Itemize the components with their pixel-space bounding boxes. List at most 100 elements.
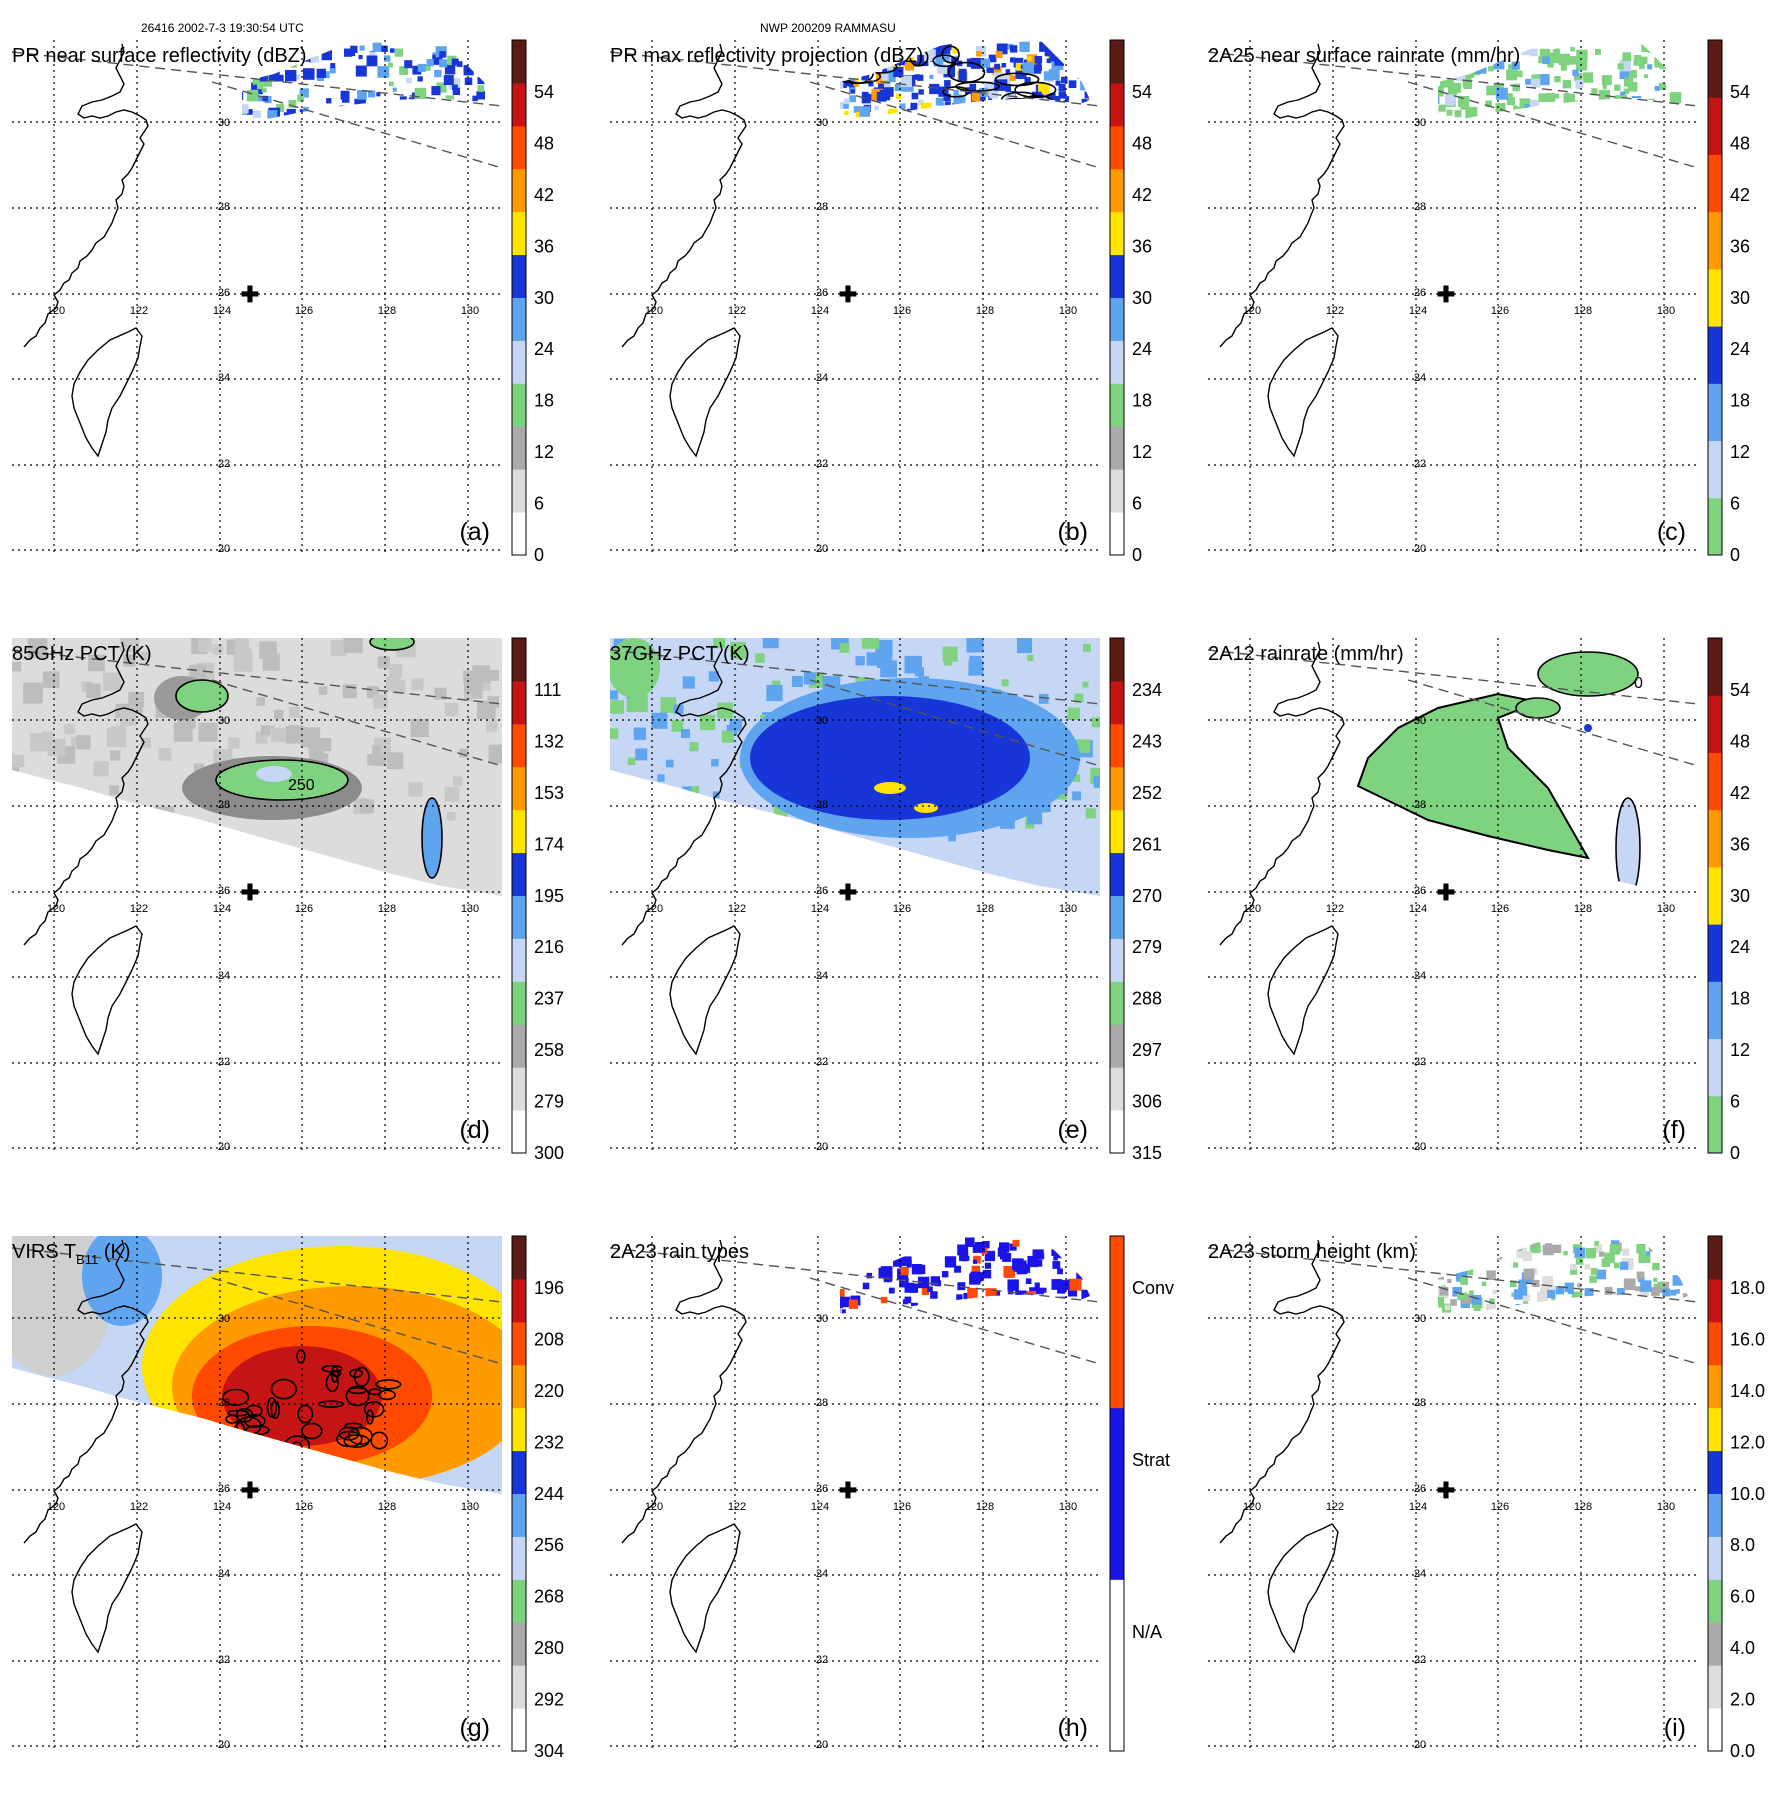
field-pixel: [914, 74, 920, 80]
field-pixel: [1005, 91, 1016, 102]
cold-core: [750, 696, 1030, 820]
field-pixel: [617, 832, 628, 843]
colorbar-segment: [512, 1536, 526, 1580]
field-pixel: [1623, 77, 1634, 87]
colorbar-tick-label: 6.0: [1730, 1587, 1755, 1607]
field-pixel: [1067, 707, 1080, 721]
field-pixel: [1602, 84, 1607, 90]
colorbar-segment: [1110, 512, 1124, 556]
field-pixel: [1680, 46, 1685, 51]
contour-outline: [321, 1364, 343, 1373]
field-pixel: [966, 638, 984, 653]
field-pixel: [1093, 776, 1100, 788]
field-pixel: [1525, 1303, 1535, 1313]
field-pixel: [855, 1264, 861, 1269]
colorbar-tick-label: 30: [534, 288, 554, 308]
colorbar-segment: [1708, 924, 1722, 982]
field-pixel: [1051, 1249, 1059, 1256]
field-pixel: [876, 73, 887, 84]
colorbar: 18.0 16.0 14.0 12.0 10.0 8.0 6.0 4.0 2.0 0.0: [1707, 1235, 1765, 1761]
field-pixel: [391, 106, 403, 118]
field-pixel: [994, 63, 1000, 70]
field-pixel: [256, 697, 266, 706]
field-pixel: [1519, 98, 1531, 109]
field-pixel: [212, 644, 223, 655]
field-pixel: [173, 722, 193, 742]
colorbar-tick-label: 315: [1132, 1143, 1162, 1163]
panel-title: 2A12 rainrate (mm/hr): [1208, 643, 1404, 665]
field-pixel: [1522, 1294, 1530, 1302]
field-pixel: [228, 737, 240, 749]
field-pixel: [276, 104, 285, 113]
colorbar-segment: [1708, 268, 1722, 327]
colorbar-tick-label: 4.0: [1730, 1638, 1755, 1658]
field-pixel: [1576, 49, 1588, 61]
longitude-label: 120: [1243, 1501, 1261, 1513]
field-pixel: [488, 744, 502, 764]
field-pixel: [827, 1299, 833, 1305]
field-pixel: [1438, 1262, 1443, 1270]
colorbar-segment: [512, 1278, 526, 1323]
field-pixel: [844, 110, 849, 116]
field-pixel: [1575, 1257, 1584, 1265]
colorbar-segment: [512, 1493, 526, 1537]
colorbar: Conv Strat N/A: [1109, 1235, 1174, 1752]
colorbar-segment: [512, 1364, 526, 1409]
field-pixel: [657, 774, 665, 782]
field-pixel: [71, 736, 81, 746]
colorbar-segment: [512, 125, 526, 170]
field-pixel: [1635, 1286, 1641, 1292]
field-pixel: [851, 67, 857, 73]
field-pixel: [1035, 1259, 1043, 1267]
field-pixel: [302, 68, 315, 80]
longitude-label: 126: [295, 305, 313, 317]
field-pixel: [1438, 104, 1446, 112]
field-pixel: [967, 1287, 978, 1299]
field-pixel: [1647, 64, 1653, 70]
colorbar-tick-label: 232: [534, 1432, 564, 1452]
field-pixel: [1460, 1277, 1469, 1285]
field-pixel: [1554, 75, 1561, 83]
field-pixel: [1465, 1238, 1475, 1249]
field-pixel: [378, 104, 387, 114]
swath-edge: [809, 679, 1100, 767]
colorbar-segment: [1110, 340, 1124, 384]
storm-center-icon: ✚: [1437, 1478, 1455, 1503]
swath-edge: [610, 649, 1100, 705]
storm-center-icon: ✚: [839, 282, 857, 307]
latitude-label: 22: [218, 1056, 230, 1068]
field-pixel: [386, 752, 404, 770]
field-pixel: [487, 696, 499, 708]
field-pixel: [651, 712, 668, 729]
field-pixel: [1649, 109, 1658, 118]
colorbar-segment: [1708, 1407, 1722, 1452]
field-pixel: [1072, 791, 1082, 801]
field-pixel: [894, 83, 902, 92]
field-pixel: [1041, 102, 1054, 114]
colorbar-tick-label: 306: [1132, 1092, 1162, 1112]
field-pixel: [840, 1303, 841, 1314]
colorbar-segment: [512, 254, 526, 298]
field-pixel: [1067, 1259, 1073, 1265]
field-pixel: [834, 104, 840, 110]
colorbar-tick-label: 153: [534, 783, 564, 803]
colorbar-segment: [1708, 695, 1722, 753]
china-coastline: [621, 1239, 747, 1544]
field-pixel: [1034, 1282, 1040, 1288]
latitude-label: 24: [1414, 1568, 1426, 1580]
latitude-label: 22: [1414, 1654, 1426, 1666]
field-pixel: [953, 89, 959, 96]
field-pixel: [1584, 1263, 1591, 1270]
field-pixel: [355, 65, 367, 77]
colorbar-tick-label: 0.0: [1730, 1741, 1755, 1761]
field-pixel: [1545, 1243, 1552, 1251]
field-pixel: [1050, 107, 1061, 118]
colorbar-segment: [1708, 638, 1722, 696]
field-pixel: [486, 720, 498, 732]
colorbar-segment: [1708, 1579, 1722, 1623]
field-pixel: [1554, 93, 1560, 99]
field-pixel: [1570, 1304, 1576, 1309]
field-pixel: [610, 690, 618, 700]
